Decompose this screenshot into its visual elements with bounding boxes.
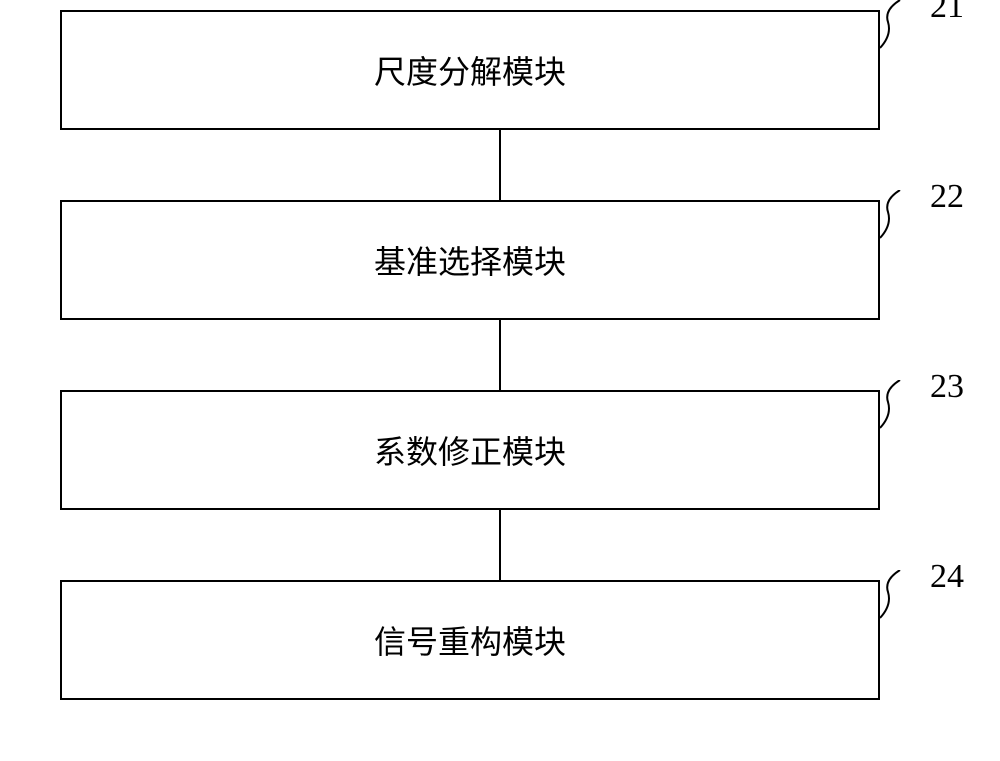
curve-path [880, 570, 900, 618]
curve-path [880, 380, 900, 428]
connector-1-2 [499, 130, 501, 200]
node-number-2: 22 [930, 178, 964, 216]
node-number-1: 21 [930, 0, 964, 26]
node-number-4: 24 [930, 558, 964, 596]
node-signal-reconstruction: 信号重构模块 [60, 580, 880, 700]
connector-2-3 [499, 320, 501, 390]
node-label: 信号重构模块 [374, 617, 566, 663]
curve-path [880, 190, 900, 238]
node-scale-decomposition: 尺度分解模块 [60, 10, 880, 130]
node-reference-selection: 基准选择模块 [60, 200, 880, 320]
curve-connector-4 [880, 570, 920, 625]
flowchart-container: 尺度分解模块 21 基准选择模块 22 系数修正模块 23 信号重构模块 24 [60, 10, 940, 700]
node-label: 尺度分解模块 [374, 47, 566, 93]
node-coefficient-correction: 系数修正模块 [60, 390, 880, 510]
curve-connector-3 [880, 380, 920, 435]
curve-connector-2 [880, 190, 920, 245]
curve-connector-1 [880, 0, 920, 55]
node-label: 系数修正模块 [374, 427, 566, 473]
connector-3-4 [499, 510, 501, 580]
node-label: 基准选择模块 [374, 237, 566, 283]
node-number-3: 23 [930, 368, 964, 406]
curve-path [880, 0, 900, 48]
